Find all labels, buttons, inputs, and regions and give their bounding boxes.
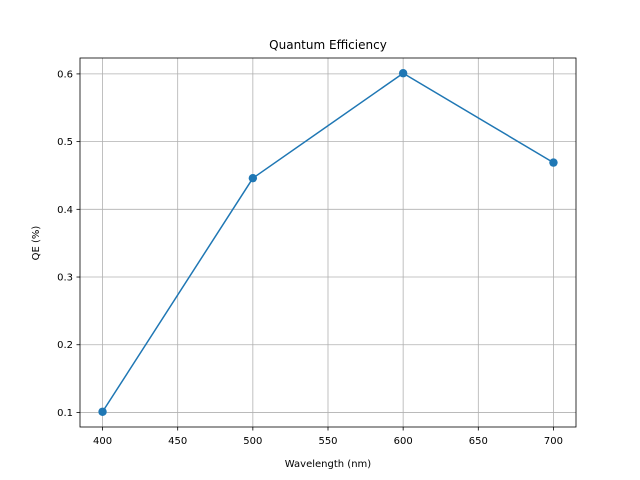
- y-tick-label: 0.1: [57, 408, 73, 419]
- y-tick-label: 0.6: [57, 69, 73, 80]
- y-tick-label: 0.3: [57, 273, 73, 284]
- x-tick-label: 500: [243, 436, 262, 447]
- data-point: [248, 173, 258, 183]
- chart-title: Quantum Efficiency: [269, 38, 387, 52]
- data-point: [98, 407, 107, 416]
- grid: [80, 58, 576, 427]
- y-tick-label: 0.5: [57, 137, 73, 148]
- y-tick-label: 0.4: [57, 205, 73, 216]
- series-line: [101, 72, 554, 413]
- x-tick-label: 600: [394, 436, 413, 447]
- y-axis: 0.1 0.2 0.3 0.4 0.5 0.6: [57, 69, 80, 419]
- data-point: [549, 158, 558, 167]
- series-layer: [98, 69, 558, 416]
- y-axis-label: QE (%): [31, 226, 42, 261]
- x-axis-label: Wavelength (nm): [285, 459, 371, 470]
- y-tick-label: 0.2: [57, 340, 73, 351]
- x-tick-label: 400: [93, 436, 112, 447]
- x-axis: 400 450 500 550 600 650 700: [93, 427, 563, 447]
- x-tick-label: 450: [168, 436, 187, 447]
- data-point: [398, 69, 408, 78]
- x-tick-label: 650: [469, 436, 488, 447]
- x-tick-label: 550: [318, 436, 337, 447]
- x-tick-label: 700: [544, 436, 563, 447]
